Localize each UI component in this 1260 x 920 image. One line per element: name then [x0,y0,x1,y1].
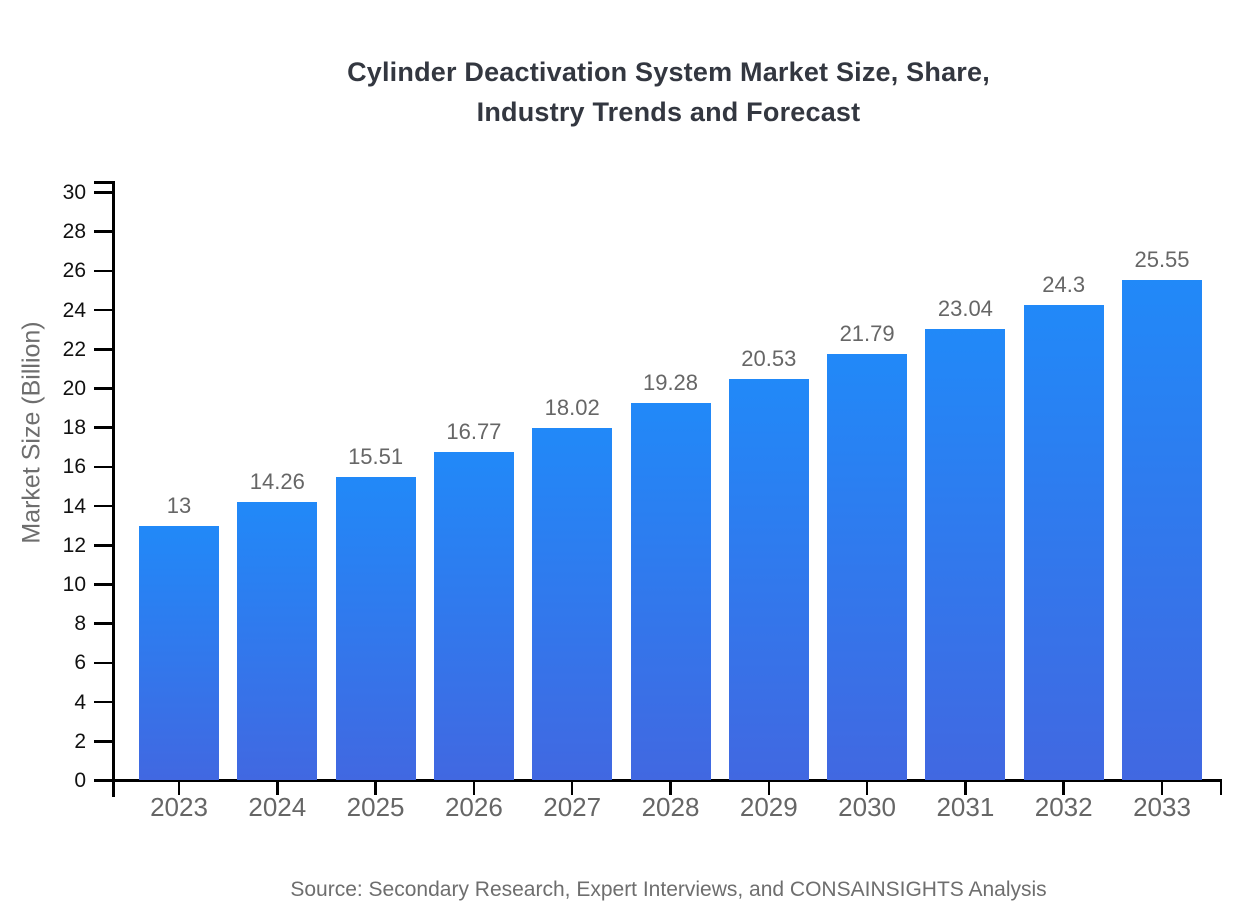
bar-value-label: 24.3 [1042,271,1086,297]
y-tick [94,465,112,469]
y-tick [94,779,112,782]
bar-2023 [139,526,219,780]
x-axis-line [112,779,1222,782]
y-tick [94,700,112,704]
y-tick [94,426,112,429]
x-tick-label: 2033 [1133,792,1191,822]
bar-2031 [925,329,1006,780]
y-tick [94,269,112,273]
bar-2027 [532,427,613,780]
y-tick-label: 28 [62,220,86,244]
y-tick-label: 20 [62,377,86,400]
x-tick [1062,781,1065,795]
x-tick [276,781,279,795]
y-tick-label: 12 [62,533,86,557]
chart-title-line-1: Cylinder Deactivation System Market Size… [347,57,990,87]
y-tick [94,622,112,625]
y-tick-label: 2 [74,729,86,753]
y-axis-top-cap [94,181,112,184]
y-axis-line [112,181,115,797]
y-tick-label: 30 [62,181,86,204]
x-axis-end-cap [1219,781,1222,795]
bar-value-label: 20.53 [741,345,797,371]
y-tick-label: 24 [62,298,86,322]
bar-2028 [630,403,711,780]
bar-2033 [1122,280,1202,780]
y-tick [94,348,112,351]
bar-value-label: 25.55 [1134,247,1190,273]
y-tick-label: 0 [74,769,86,792]
y-tick-label: 4 [74,690,86,714]
x-tick [177,781,181,795]
y-tick [94,308,112,312]
x-tick [767,781,771,795]
y-tick-label: 18 [62,416,86,440]
y-tick-label: 22 [62,337,86,361]
bar-2025 [335,477,416,780]
y-tick-label: 26 [62,259,86,283]
source-note: Source: Secondary Research, Expert Inter… [290,878,1047,901]
x-tick [472,781,476,795]
y-tick [94,544,112,547]
bar-2024 [237,501,318,780]
bar-value-label: 16.77 [446,419,502,445]
x-tick-label: 2024 [248,792,307,822]
x-tick-label: 2029 [739,792,798,822]
chart-title: Cylinder Deactivation System Market Size… [115,52,1222,132]
y-tick [94,387,112,390]
x-tick-label: 2023 [150,792,208,822]
x-tick [669,781,672,795]
bar-value-label: 18.02 [544,394,600,420]
x-tick-label: 2031 [936,792,995,822]
y-tick [94,230,112,233]
y-tick [94,504,112,508]
bar-2026 [433,452,514,780]
x-tick-label: 2032 [1034,792,1093,822]
bar-2032 [1023,304,1104,780]
y-tick-label: 10 [62,573,86,596]
y-tick [94,191,112,194]
y-tick-label: 16 [62,455,86,479]
y-tick-label: 14 [62,494,86,518]
x-tick [570,781,574,795]
bar-value-label: 23.04 [937,296,993,322]
bar-value-label: 14.26 [249,468,305,494]
x-tick-label: 2026 [444,792,503,822]
y-tick-label: 6 [74,651,86,675]
x-tick [865,781,869,795]
x-tick [964,781,967,795]
x-tick [374,781,377,795]
chart-title-line-2: Industry Trends and Forecast [476,97,861,127]
y-tick-label: 8 [74,612,86,636]
x-tick [1160,781,1164,795]
bar-value-label: 15.51 [348,444,404,469]
x-tick-label: 2027 [543,792,602,822]
y-tick [94,740,112,743]
x-tick-label: 2028 [641,792,700,822]
x-tick-label: 2030 [838,792,897,822]
bar-value-label: 19.28 [642,370,699,396]
bar-2030 [827,353,908,780]
bar-value-label: 21.79 [839,320,895,346]
x-tick-label: 2025 [346,792,405,822]
y-tick [94,661,112,665]
y-tick [94,583,112,586]
bar-value-label: 13 [166,493,192,519]
bar-2029 [728,378,809,780]
